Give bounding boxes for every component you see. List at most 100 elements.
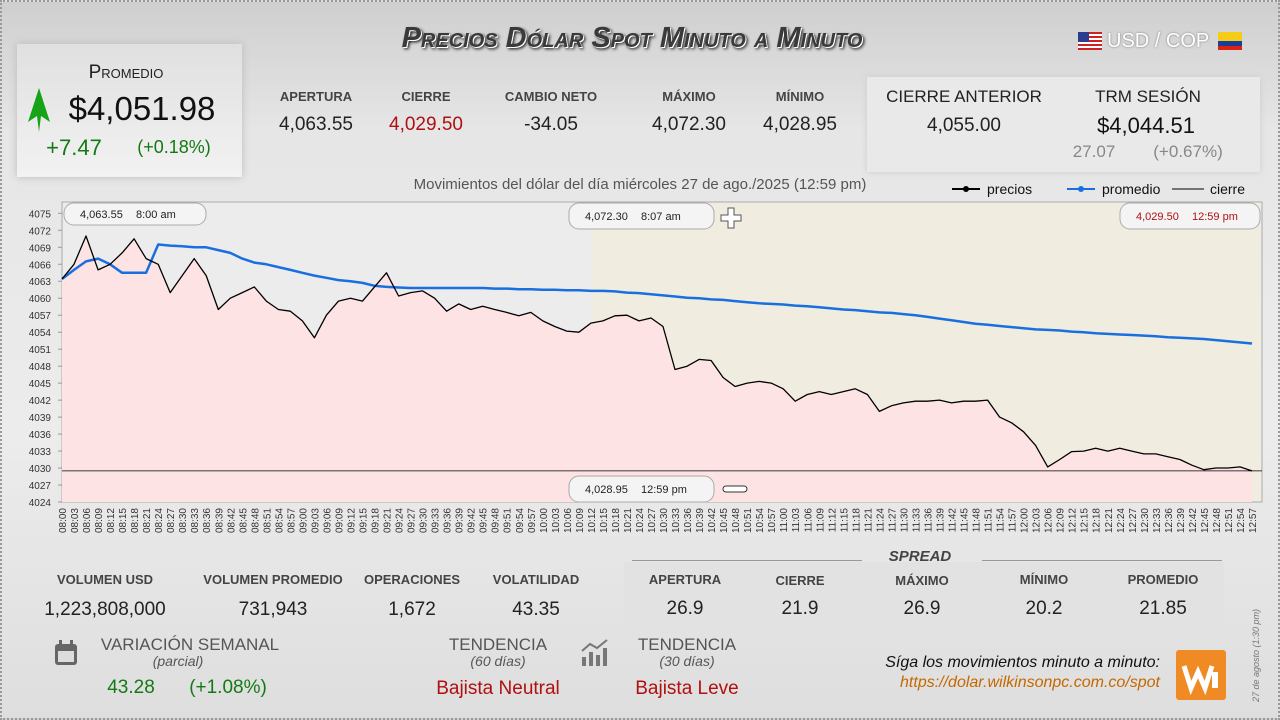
x-tick-label: 08:03 <box>70 508 81 533</box>
variacion-value: 43.28 <box>107 677 155 698</box>
x-tick-label: 08:27 <box>166 508 177 533</box>
flag-us <box>1078 32 1102 50</box>
x-tick-label: 08:09 <box>94 508 105 533</box>
x-tick-label: 10:24 <box>635 508 646 533</box>
flag-co <box>1218 32 1242 50</box>
x-tick-label: 09:54 <box>515 508 526 533</box>
volume-label: VOLATILIDAD <box>492 572 580 587</box>
x-tick-label: 11:45 <box>960 508 971 533</box>
spread-rule <box>982 560 1222 561</box>
x-tick-label: 09:21 <box>383 508 394 533</box>
x-tick-label: 09:18 <box>371 508 382 533</box>
annotation-time: 8:07 am <box>641 211 681 223</box>
x-tick-label: 11:36 <box>923 508 934 533</box>
x-tick-label: 11:24 <box>875 508 886 533</box>
x-tick-label: 08:24 <box>154 508 165 533</box>
promedio-change-pct: (+0.18%) <box>137 137 211 157</box>
x-tick-label: 10:45 <box>719 508 730 533</box>
spread-value: 20.2 <box>1025 598 1063 619</box>
y-tick-label: 4066 <box>29 260 52 271</box>
y-tick-label: 4063 <box>29 277 52 288</box>
volume-value: 731,943 <box>238 599 308 620</box>
x-tick-label: 12:12 <box>1068 508 1079 533</box>
x-tick-label: 10:03 <box>551 508 562 533</box>
x-tick-label: 09:57 <box>527 508 538 533</box>
annotation-box <box>568 202 715 230</box>
y-tick-label: 4075 <box>29 209 52 220</box>
x-tick-label: 11:27 <box>887 508 898 533</box>
spread-label: APERTURA <box>648 572 722 587</box>
trend-icon <box>581 639 608 666</box>
legend-dot <box>963 186 969 192</box>
x-tick-label: 11:12 <box>827 508 838 533</box>
session-label: CIERRE <box>401 89 451 104</box>
volume-value: 1,223,808,000 <box>44 599 166 620</box>
x-tick-label: 09:27 <box>407 508 418 533</box>
x-tick-label: 09:06 <box>322 508 333 533</box>
variacion-pct: (+1.08%) <box>189 677 267 698</box>
x-tick-label: 08:21 <box>142 508 153 533</box>
session-value: 4,028.95 <box>763 114 837 135</box>
x-tick-label: 09:30 <box>419 508 430 533</box>
x-tick-label: 09:51 <box>503 508 514 533</box>
x-tick-label: 08:45 <box>238 508 249 533</box>
y-tick-label: 4027 <box>29 481 52 492</box>
x-tick-label: 08:48 <box>250 508 261 533</box>
x-tick-label: 12:39 <box>1176 508 1187 533</box>
y-tick-label: 4072 <box>29 226 52 237</box>
annotation-box <box>568 475 715 503</box>
y-tick-label: 4048 <box>29 362 52 373</box>
x-tick-label: 10:54 <box>755 508 766 533</box>
volume-value: 43.35 <box>512 599 560 620</box>
crosshair-icon <box>720 207 742 229</box>
x-tick-label: 12:54 <box>1236 508 1247 533</box>
x-tick-label: 12:48 <box>1212 508 1223 533</box>
x-tick-label: 11:15 <box>839 508 850 533</box>
x-tick-label: 09:09 <box>334 508 345 533</box>
x-tick-label: 08:18 <box>130 508 141 533</box>
variacion-note: (parcial) <box>152 653 204 669</box>
x-tick-label: 08:57 <box>286 508 297 533</box>
y-tick-label: 4030 <box>29 464 52 475</box>
footer-text: Síga los movimientos minuto a minuto: <box>885 654 1160 671</box>
y-tick-label: 4033 <box>29 447 52 458</box>
x-tick-label: 08:33 <box>190 508 201 533</box>
footer-url[interactable]: https://dolar.wilkinsonpc.com.co/spot <box>900 674 1160 691</box>
volume-label: VOLUMEN USD <box>56 572 154 587</box>
x-tick-label: 10:15 <box>599 508 610 533</box>
logo[interactable] <box>1176 650 1226 700</box>
x-tick-label: 09:12 <box>346 508 357 533</box>
y-tick-label: 4042 <box>29 396 52 407</box>
spread-label: PROMEDIO <box>1127 572 1199 587</box>
legend-dot <box>1078 186 1084 192</box>
x-tick-label: 11:48 <box>972 508 983 533</box>
x-tick-label: 12:45 <box>1200 508 1211 533</box>
x-tick-label: 11:33 <box>911 508 922 533</box>
trm-label: TRM SESIÓN <box>1095 87 1201 106</box>
scroll-handle <box>722 485 748 493</box>
y-tick-label: 4060 <box>29 294 52 305</box>
session-value: 4,072.30 <box>652 114 726 135</box>
promedio-label: Promedio <box>88 62 164 83</box>
trm-panel <box>867 77 1260 172</box>
y-tick-label: 4057 <box>29 311 52 322</box>
x-tick-label: 10:12 <box>587 508 598 533</box>
chart-subtitle: Movimientos del dólar del día miércoles … <box>414 176 867 193</box>
x-tick-label: 10:48 <box>731 508 742 533</box>
x-tick-label: 11:21 <box>863 508 874 533</box>
volume-label: VOLUMEN PROMEDIO <box>203 572 343 587</box>
x-tick-label: 10:39 <box>695 508 706 533</box>
spread-value: 26.9 <box>666 598 704 619</box>
session-label: CAMBIO NETO <box>504 89 598 104</box>
x-tick-label: 11:30 <box>899 508 910 533</box>
y-tick-label: 4024 <box>29 498 52 509</box>
x-tick-label: 12:18 <box>1092 508 1103 533</box>
x-tick-label: 11:18 <box>851 508 862 533</box>
x-tick-label: 11:03 <box>791 508 802 533</box>
tendencia-label: TENDENCIA <box>448 635 548 654</box>
x-tick-label: 09:03 <box>310 508 321 533</box>
spread-label: CIERRE <box>775 573 825 588</box>
x-tick-label: 09:45 <box>479 508 490 533</box>
session-value: 4,029.50 <box>389 114 463 135</box>
